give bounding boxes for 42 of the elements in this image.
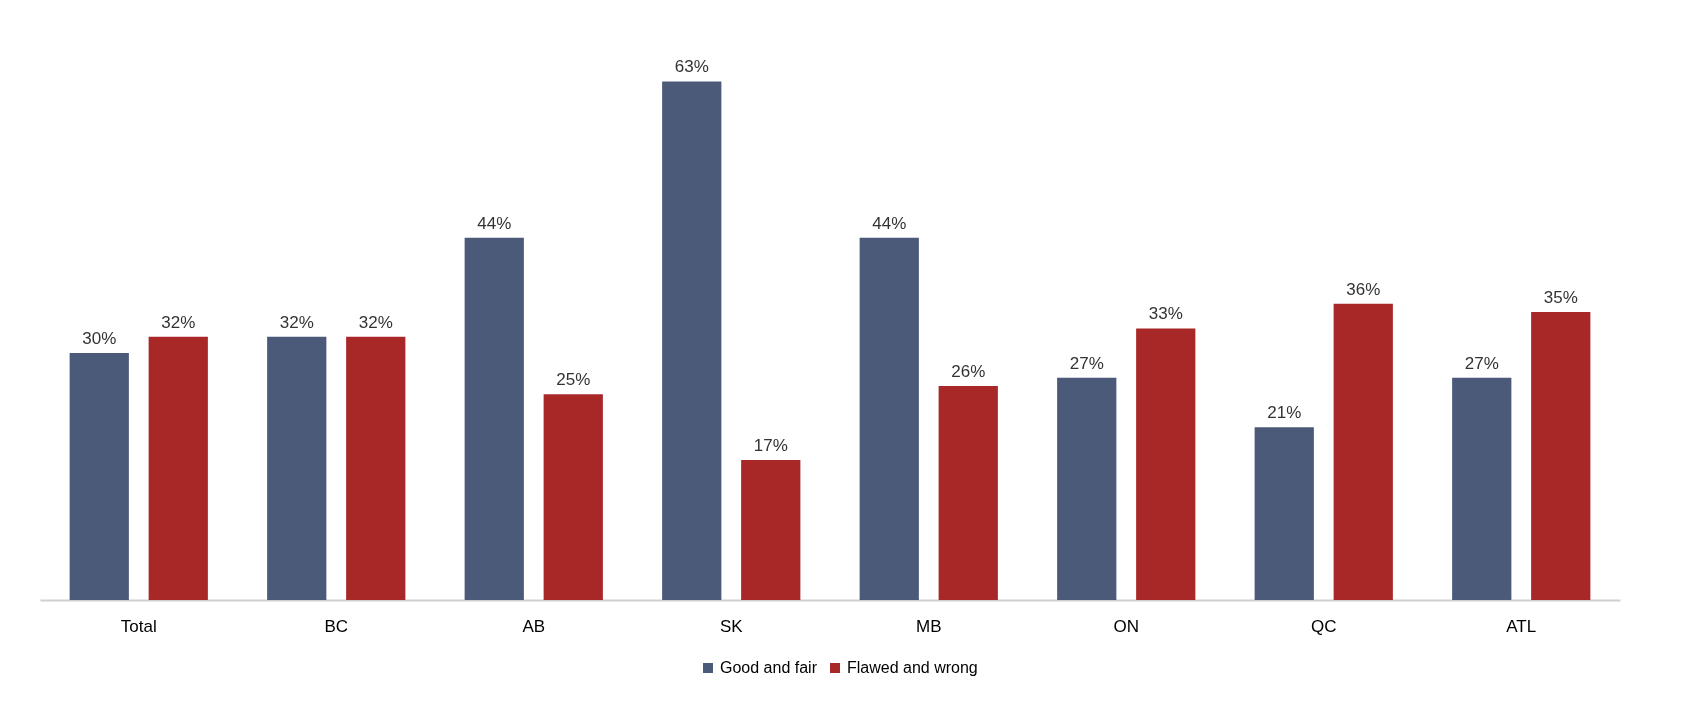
- bar: [1057, 377, 1117, 600]
- data-label: 26%: [951, 362, 986, 382]
- bar: [1531, 311, 1591, 600]
- data-label: 17%: [753, 436, 788, 456]
- x-tick-label: MB: [916, 616, 942, 636]
- data-label: 33%: [1148, 304, 1183, 324]
- x-tick-label: Total: [120, 616, 157, 636]
- data-label: 27%: [1069, 353, 1104, 373]
- data-label: 44%: [477, 213, 512, 233]
- x-tick-label: SK: [719, 616, 744, 636]
- bar: [859, 237, 919, 600]
- x-tick-label: ON: [1113, 616, 1139, 636]
- data-label: 35%: [1543, 287, 1578, 307]
- legend-label: Good and fair: [720, 659, 818, 676]
- legend-label: Flawed and wrong: [847, 659, 978, 676]
- data-label: 63%: [674, 57, 709, 77]
- bar: [938, 386, 998, 600]
- x-tick-label: BC: [324, 616, 349, 636]
- data-label: 27%: [1464, 353, 1499, 373]
- bar: [543, 394, 603, 600]
- x-tick-label: AB: [522, 616, 546, 636]
- bar: [148, 336, 208, 600]
- bar: [1452, 377, 1512, 600]
- bar: [1333, 303, 1393, 600]
- bar: [69, 353, 129, 600]
- bar: [1254, 427, 1314, 600]
- data-label: 36%: [1346, 279, 1381, 299]
- data-label: 32%: [279, 312, 314, 332]
- bar: [346, 336, 406, 600]
- bar: [1136, 328, 1196, 600]
- bar: [464, 237, 524, 600]
- data-label: 30%: [82, 329, 117, 349]
- bar: [267, 336, 327, 600]
- data-label: 25%: [556, 370, 591, 390]
- data-label: 32%: [358, 312, 393, 332]
- bar: [741, 460, 801, 600]
- data-label: 21%: [1267, 403, 1302, 423]
- bar: [662, 81, 722, 600]
- data-label: 32%: [161, 312, 196, 332]
- data-label: 44%: [872, 213, 907, 233]
- x-tick-label: QC: [1311, 616, 1337, 636]
- x-tick-label: ATL: [1506, 616, 1537, 636]
